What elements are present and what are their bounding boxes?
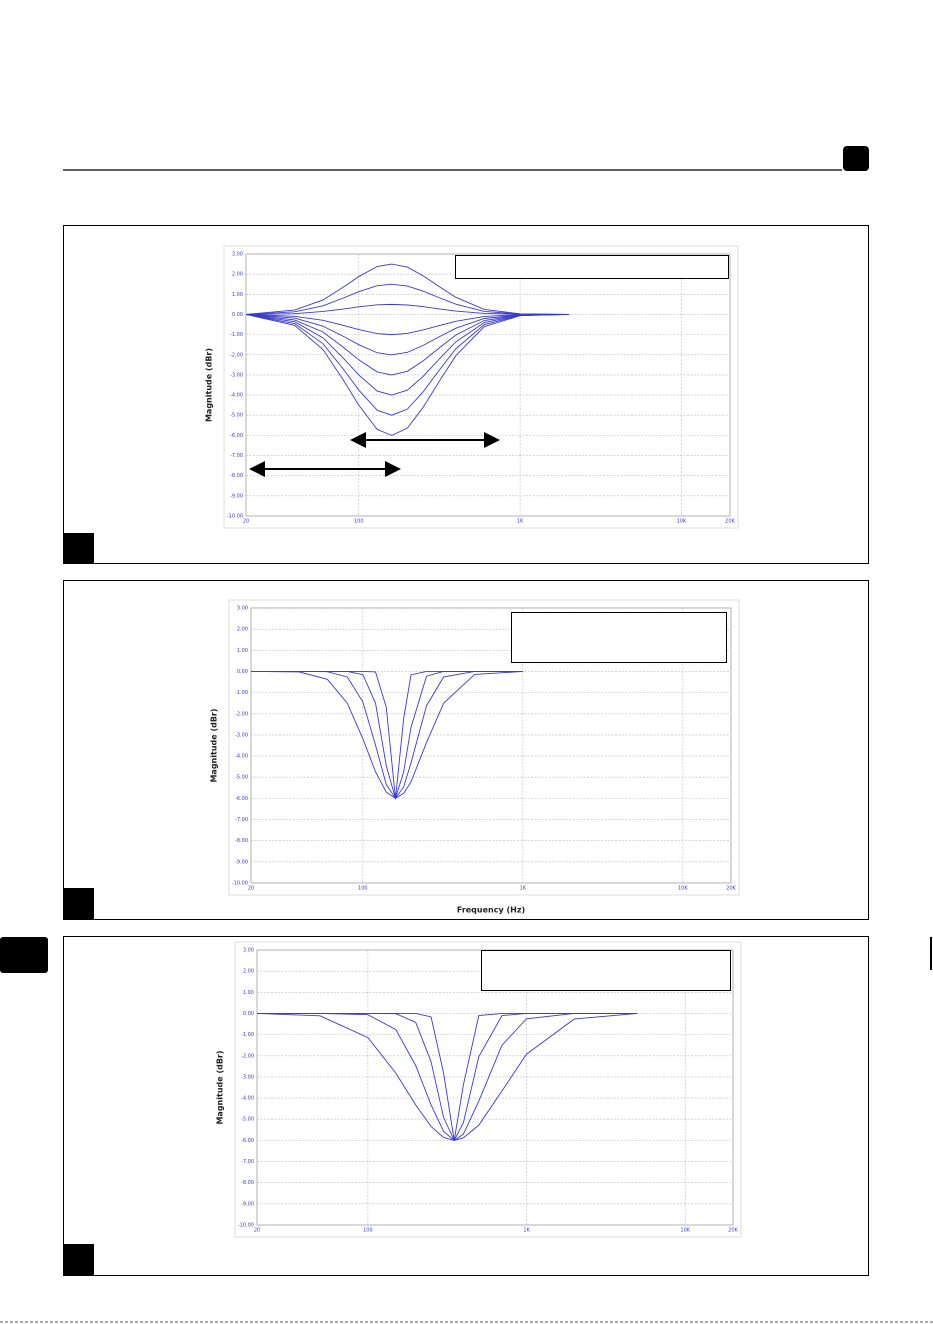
empty-label-box [511,612,727,663]
y-tick-label: -9.00 [241,1201,254,1207]
y-tick-label: -2.00 [235,711,248,717]
y-tick-label: -1.00 [241,1032,254,1038]
x-tick-label: 20 [248,886,254,892]
y-tick-label: 0.00 [243,1011,254,1017]
y-tick-label: -3.00 [230,372,243,378]
header-badge [843,146,869,171]
curve [245,303,569,315]
y-tick-label: -10.00 [232,881,248,887]
panel [63,580,869,920]
y-tick-label: 0.00 [232,312,243,318]
overlays [249,255,731,991]
y-tick-label: -7.00 [235,817,248,823]
y-tick-label: -8.00 [235,838,248,844]
y-tick-label: 1.00 [237,648,248,654]
x-tick-label: 20K [728,1228,738,1234]
y-tick-label: 0.00 [237,669,248,675]
curve [245,314,569,416]
y-tick-label: -2.00 [230,352,243,358]
x-tick-label: 1K [517,519,524,525]
curve [245,314,569,336]
plot-area [234,941,742,1238]
curve [245,314,569,436]
curve [257,1013,638,1141]
y-tick-label: 2.00 [232,272,243,278]
y-tick-label: 1.00 [232,292,243,298]
curve [250,671,523,799]
x-tick-label: 20K [725,519,735,525]
y-tick-label: -4.00 [241,1096,254,1102]
y-tick-label: -9.00 [230,493,243,499]
y-tick-label: -8.00 [230,473,243,479]
curve [245,314,569,396]
y-tick-label: 1.00 [243,990,254,996]
panel-badge [63,533,94,564]
curve [245,314,569,356]
x-tick-label: 1K [520,886,527,892]
empty-label-box [455,255,729,279]
curve [251,671,523,800]
y-tick-label: 2.00 [237,627,248,633]
y-tick-label: 3.00 [237,606,248,612]
y-tick-label: -9.00 [235,859,248,865]
panel-badge [63,888,94,919]
side-tab [0,937,48,973]
y-tick-label: -6.00 [230,433,243,439]
y-tick-label: -1.00 [230,332,243,338]
x-axis-title: Frequency (Hz) [457,906,525,915]
curve [257,1013,638,1141]
curve [256,1013,638,1141]
y-tick-label: -10.00 [238,1223,254,1229]
x-tick-label: 20K [726,886,736,892]
panel [63,225,869,564]
y-tick-label: -8.00 [241,1180,254,1186]
plot-area [223,245,739,529]
y-tick-label: -6.00 [235,796,248,802]
y-tick-label: -5.00 [235,775,248,781]
x-tick-label: 100 [363,1228,373,1234]
y-axis-title: Magnitude (dBr) [210,708,219,782]
charts: 3.00 2.00 1.00 0.00 -1.00 -2.00 -3.00 -4.00 -5.0… [205,245,742,1238]
chart: 3.00 2.00 1.00 0.00 -1.00 -2.00 -3.00 -4.00 -5.0… [205,245,739,529]
curve [245,283,569,315]
y-tick-label: -5.00 [241,1117,254,1123]
y-tick-label: -2.00 [241,1053,254,1059]
y-tick-label: -7.00 [241,1159,254,1165]
panel [63,936,869,1276]
x-tick-label: 10K [678,886,688,892]
y-tick-label: 3.00 [243,948,254,954]
empty-label-box [481,950,731,991]
y-tick-label: -3.00 [241,1074,254,1080]
panel-badge [63,1244,94,1275]
y-tick-label: -5.00 [230,413,243,419]
y-axis-title: Magnitude (dBr) [205,348,214,422]
y-tick-label: -6.00 [241,1138,254,1144]
y-tick-label: -1.00 [235,690,248,696]
x-tick-label: 10K [680,1228,690,1234]
y-tick-label: -4.00 [230,393,243,399]
y-tick-label: -7.00 [230,453,243,459]
curve [251,671,523,799]
x-tick-label: 100 [358,886,368,892]
x-tick-label: 100 [354,519,364,525]
y-tick-label: -10.00 [227,514,243,520]
x-tick-label: 20 [243,519,249,525]
y-tick-label: 2.00 [243,969,254,975]
y-tick-label: 3.00 [232,252,243,258]
y-axis-title: Magnitude (dBr) [216,1050,225,1124]
x-tick-label: 10K [677,519,687,525]
curve [245,314,569,376]
y-tick-label: -3.00 [235,732,248,738]
x-tick-label: 20 [254,1228,260,1234]
x-tick-label: 1K [523,1228,530,1234]
curve [245,263,569,315]
y-tick-label: -4.00 [235,754,248,760]
